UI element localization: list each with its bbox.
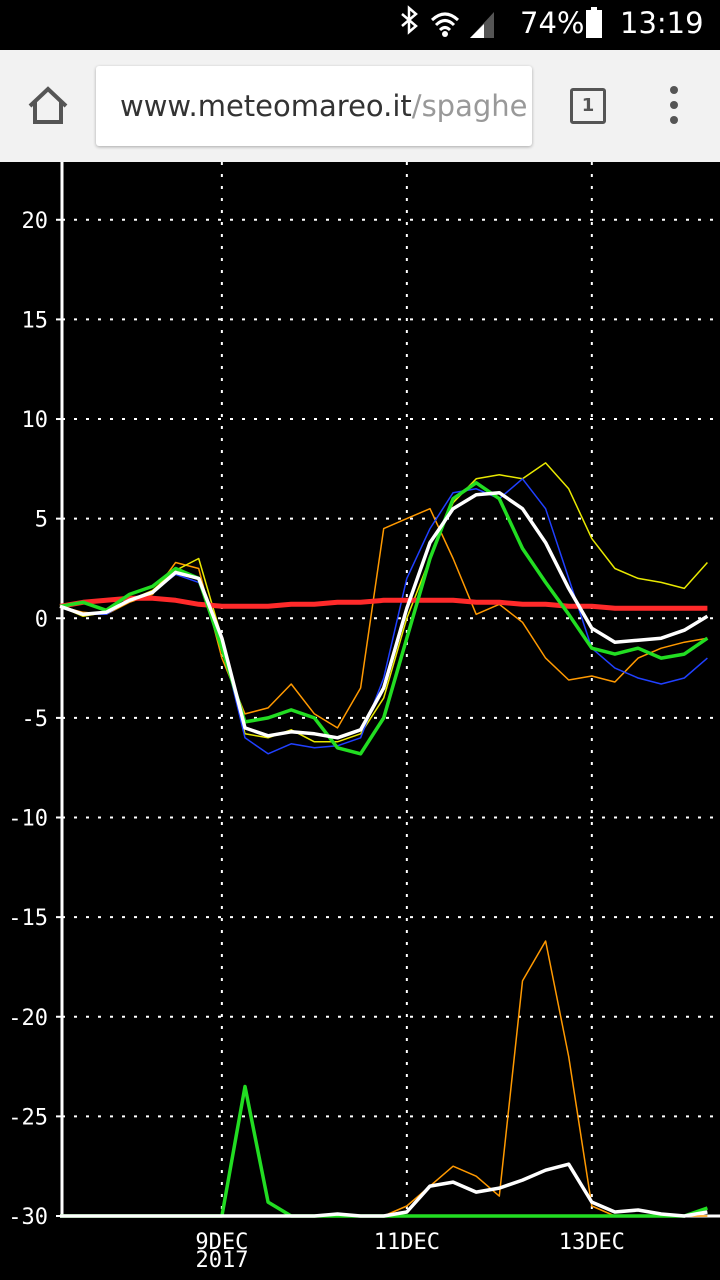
series-line [59,595,708,611]
y-tick-label: 15 [22,308,49,333]
battery-level: 74% [520,6,585,40]
series-line [59,490,709,740]
tab-switcher[interactable]: 1 [570,88,606,124]
x-tick-label: 13DEC [559,1230,625,1255]
y-tick-label: -20 [8,1006,48,1031]
y-tick-label: 0 [35,607,48,632]
status-icons [401,5,602,38]
y-tick-label: 10 [22,408,49,433]
y-tick-label: -15 [8,906,48,931]
y-tick-label: -10 [8,807,48,832]
y-tick-label: 5 [35,508,48,533]
home-button[interactable] [18,76,78,136]
series-line [60,1084,708,1218]
x-tick-label: 11DEC [374,1230,440,1255]
y-tick-label: 20 [22,209,49,234]
clock: 13:19 [620,6,704,40]
series-line [60,1162,708,1218]
menu-button[interactable] [664,80,684,130]
series-line [59,481,709,756]
x-tick-label: 9DEC [195,1230,248,1255]
y-tick-label: -5 [22,707,49,732]
address-bar[interactable]: www.meteomareo.it/spaghe [96,66,532,146]
series-line [60,940,708,1217]
series-line [59,507,708,729]
browser-toolbar: www.meteomareo.it/spaghe 1 [0,50,720,162]
url-path: /spaghe [411,89,528,123]
y-tick-label: -30 [8,1205,48,1230]
y-tick-label: -25 [8,1105,48,1130]
status-bar: 74% 13:19 [0,0,720,50]
url-domain: www.meteomareo.it [120,89,412,123]
x-year-label: 2017 [196,1248,249,1273]
